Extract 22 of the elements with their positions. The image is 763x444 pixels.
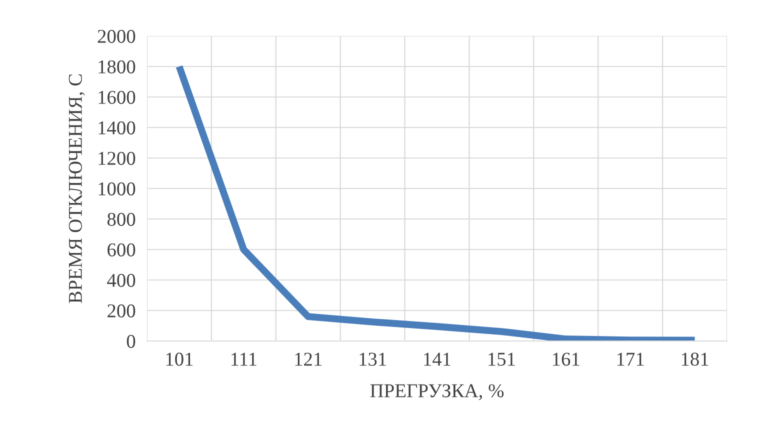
y-tick-label: 1000 [98, 182, 136, 196]
y-tick-label: 200 [108, 304, 136, 318]
y-tick-label: 1200 [98, 152, 136, 165]
x-tick-label: 151 [488, 352, 515, 366]
x-tick-label: 111 [232, 352, 256, 366]
x-tick-label: 121 [295, 352, 322, 366]
y-tick-label: 600 [108, 243, 136, 256]
x-tick-label: 161 [553, 352, 580, 366]
x-tick-label: 101 [166, 352, 193, 366]
x-tick-label: 131 [360, 352, 386, 366]
y-tick-label: 1600 [98, 90, 136, 104]
x-tick-label: 181 [682, 352, 708, 366]
y-axis-title: ВРЕМЯ ОТКЛЮЧЕНИЯ, С [68, 74, 85, 304]
x-axis-title: ПРЕГРУЗКА, % [370, 384, 504, 400]
x-tick-label: 171 [617, 352, 644, 366]
y-tick-label: 1800 [98, 60, 136, 74]
y-tick-label: 400 [107, 274, 136, 287]
y-tick-label: 2000 [98, 30, 136, 43]
y-tick-label: 0 [126, 334, 136, 348]
y-tick-label: 1400 [98, 121, 136, 134]
x-tick-label: 141 [424, 352, 450, 366]
y-tick-label: 800 [107, 212, 136, 226]
